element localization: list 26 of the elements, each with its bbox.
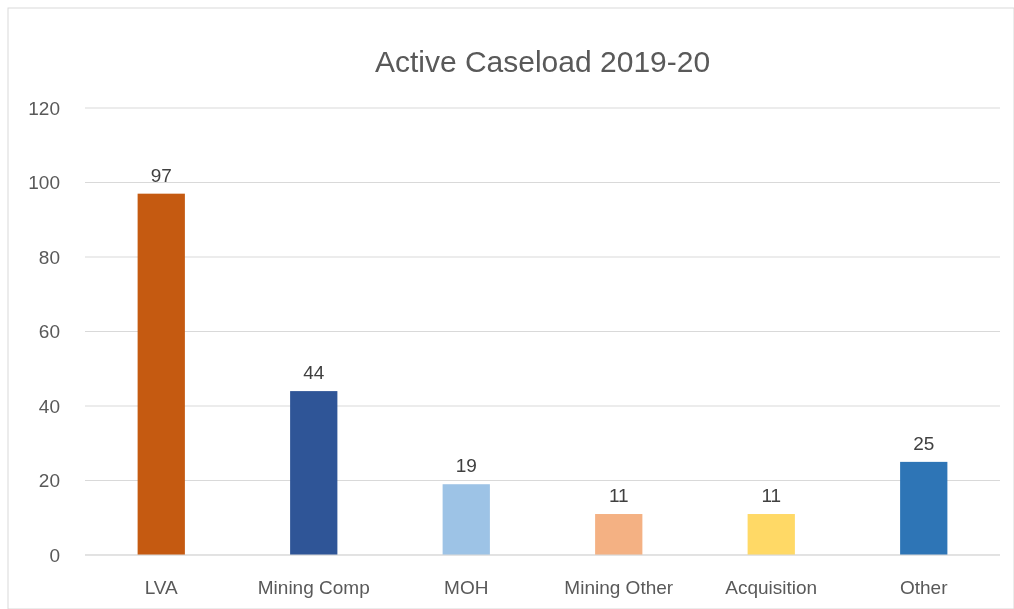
x-tick-label: Other	[899, 577, 949, 598]
y-tick-label: 60	[38, 321, 60, 343]
x-tick-label: Mining Comp	[257, 577, 370, 598]
data-label: 97	[150, 164, 172, 186]
x-tick-label: Mining Other	[564, 577, 674, 598]
y-tick-label: 0	[49, 544, 60, 566]
data-label: 11	[761, 485, 782, 507]
y-tick-label: 80	[38, 246, 60, 268]
y-tick-label: 20	[38, 470, 60, 492]
y-tick-label: 40	[38, 395, 60, 417]
x-tick-label: Acquisition	[725, 577, 818, 598]
x-tick-label: LVA	[144, 577, 179, 598]
y-tick-label: 100	[28, 172, 60, 194]
bar	[290, 391, 338, 555]
data-label: 44	[303, 362, 325, 384]
bar	[747, 514, 795, 555]
chart-title: Active Caseload 2019-20	[374, 45, 711, 78]
bar	[442, 484, 490, 555]
bar	[595, 514, 643, 555]
data-label: 25	[913, 432, 935, 454]
bar	[900, 461, 948, 555]
y-tick-label: 120	[28, 97, 60, 119]
data-label: 11	[608, 485, 629, 507]
x-tick-label: MOH	[444, 577, 489, 598]
data-label: 19	[455, 455, 477, 477]
bar	[137, 193, 185, 555]
